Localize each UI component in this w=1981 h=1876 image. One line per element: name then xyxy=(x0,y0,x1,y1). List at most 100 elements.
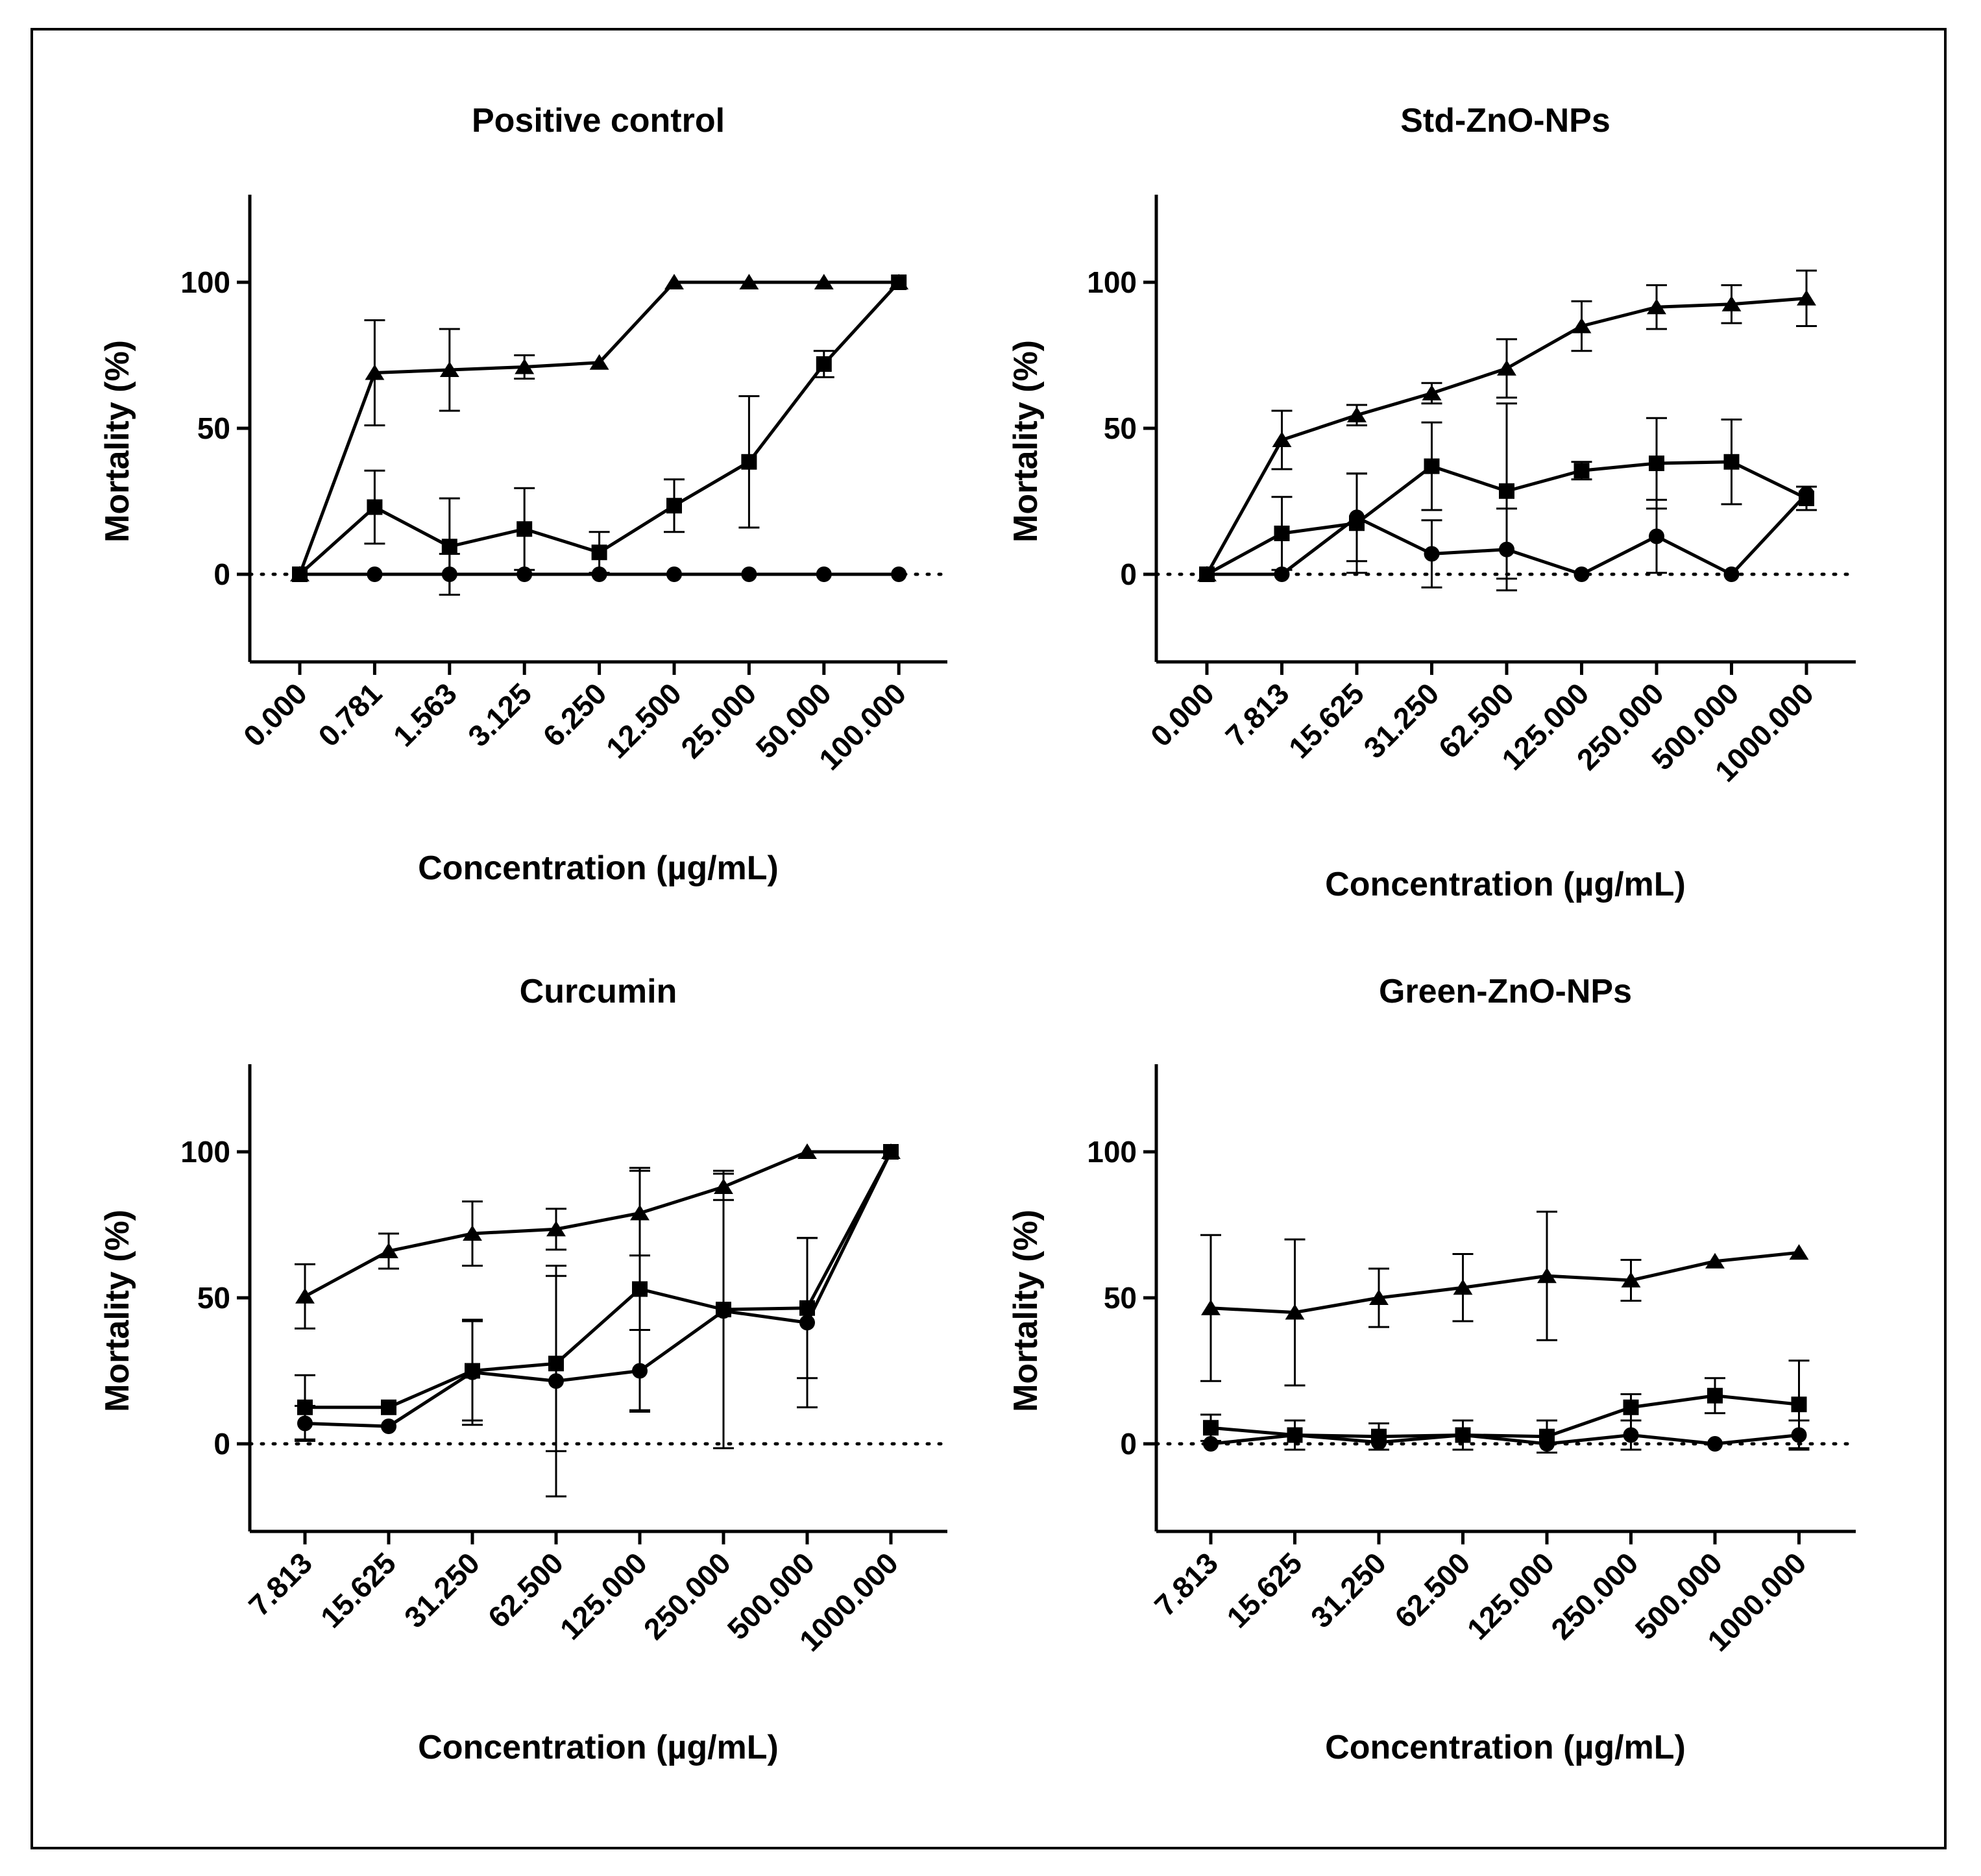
data-point-triangle xyxy=(463,1225,482,1241)
x-tick-label: 0.000 xyxy=(237,676,313,753)
chart-panel-3: Curcumin0501007.81315.62531.25062.500125… xyxy=(99,973,949,1766)
data-point-circle xyxy=(381,1419,396,1434)
y-tick-label: 100 xyxy=(1087,1135,1137,1169)
data-point-triangle xyxy=(1285,1304,1305,1320)
data-point-triangle xyxy=(1537,1267,1557,1284)
data-point-triangle xyxy=(379,1243,398,1259)
data-point-square xyxy=(632,1281,648,1297)
data-point-circle xyxy=(1455,1427,1471,1443)
y-tick-label: 0 xyxy=(213,1427,230,1461)
data-point-square xyxy=(1707,1387,1723,1404)
data-point-triangle xyxy=(1705,1252,1725,1269)
data-point-square xyxy=(891,274,907,290)
y-tick-label: 100 xyxy=(180,1135,230,1169)
series-circle xyxy=(1203,1419,1810,1452)
chart-panel-4: Green-ZnO-NPs0501007.81315.62531.25062.5… xyxy=(1007,973,1858,1766)
x-tick-label: 3.125 xyxy=(461,676,538,753)
y-tick-label: 100 xyxy=(1087,265,1137,299)
x-tick-label: 31.250 xyxy=(398,1546,486,1634)
data-point-square xyxy=(1649,456,1664,471)
data-point-circle xyxy=(292,566,308,582)
x-tick-label: 7.813 xyxy=(1148,1546,1224,1622)
series-triangle xyxy=(1197,269,1817,582)
data-point-triangle xyxy=(1497,359,1516,376)
x-tick-label: 7.813 xyxy=(242,1546,319,1622)
data-point-square xyxy=(1791,1396,1807,1413)
y-tick-label: 50 xyxy=(1104,1281,1137,1315)
data-point-triangle xyxy=(1347,406,1367,422)
data-point-square xyxy=(741,454,757,470)
data-point-circle xyxy=(883,1144,899,1160)
data-point-square xyxy=(666,498,682,514)
x-axis-label: Concentration (µg/mL) xyxy=(418,849,779,887)
series-line xyxy=(298,281,901,576)
y-tick-label: 50 xyxy=(197,411,230,445)
data-point-circle xyxy=(891,566,907,582)
data-point-square xyxy=(816,356,832,372)
x-axis-label: Concentration (µg/mL) xyxy=(1325,866,1686,903)
data-point-triangle xyxy=(1647,298,1666,315)
chart-title: Green-ZnO-NPs xyxy=(1379,973,1632,1010)
chart-title: Curcumin xyxy=(520,973,677,1010)
y-tick-label: 0 xyxy=(213,557,230,591)
series-circle xyxy=(1199,472,1814,592)
x-tick-label: 125.000 xyxy=(1461,1546,1561,1646)
y-axis-label: Mortality (%) xyxy=(99,340,136,542)
data-point-triangle xyxy=(515,358,535,374)
data-point-circle xyxy=(799,1315,815,1331)
y-tick-label: 0 xyxy=(1120,1427,1137,1461)
x-tick-label: 0.781 xyxy=(311,676,388,753)
y-axis-label: Mortality (%) xyxy=(1007,1210,1045,1412)
data-point-square xyxy=(1203,1420,1219,1436)
data-point-triangle xyxy=(1422,385,1442,401)
data-point-triangle xyxy=(365,364,385,380)
x-tick-label: 31.250 xyxy=(1304,1546,1392,1634)
x-axis-label: Concentration (µg/mL) xyxy=(1325,1729,1686,1766)
x-tick-label: 0.000 xyxy=(1144,676,1221,753)
data-point-circle xyxy=(465,1364,480,1380)
data-point-triangle xyxy=(797,1143,817,1160)
y-tick-label: 50 xyxy=(1104,411,1137,445)
y-axis-label: Mortality (%) xyxy=(99,1210,136,1412)
data-point-circle xyxy=(591,566,607,582)
x-tick-label: 250.000 xyxy=(637,1546,737,1646)
data-point-circle xyxy=(1203,1436,1219,1452)
x-tick-label: 12.500 xyxy=(600,676,688,764)
data-point-triangle xyxy=(814,274,834,290)
data-point-square xyxy=(517,521,533,537)
series-square xyxy=(292,274,907,596)
data-point-square xyxy=(381,1399,396,1415)
x-tick-label: 125.000 xyxy=(553,1546,653,1646)
data-point-circle xyxy=(1707,1436,1723,1452)
data-point-circle xyxy=(367,566,383,582)
data-point-square xyxy=(441,539,457,555)
series-circle xyxy=(292,553,907,596)
data-point-triangle xyxy=(589,354,609,370)
data-point-triangle xyxy=(664,274,684,290)
data-point-square xyxy=(1574,463,1590,479)
x-tick-label: 25.000 xyxy=(674,676,762,764)
data-point-square xyxy=(591,544,607,561)
data-point-square xyxy=(1623,1399,1639,1415)
series-line xyxy=(304,1150,891,1298)
chart-panel-1: Positive control 0 50 100 0.0000.7811.5633.1… xyxy=(99,102,949,887)
data-point-triangle xyxy=(546,1221,566,1237)
data-point-circle xyxy=(1499,541,1514,557)
data-point-circle xyxy=(1539,1436,1555,1452)
data-point-circle xyxy=(441,566,457,582)
series-triangle xyxy=(1200,1210,1809,1387)
data-point-square xyxy=(1499,483,1514,499)
x-axis-label: Concentration (µg/mL) xyxy=(418,1729,779,1766)
data-point-triangle xyxy=(1272,432,1292,448)
data-point-circle xyxy=(1723,566,1740,582)
y-tick-label: 100 xyxy=(180,265,230,299)
data-point-circle xyxy=(297,1415,313,1431)
data-point-square xyxy=(1274,526,1290,541)
series-line xyxy=(1210,1433,1799,1446)
data-point-triangle xyxy=(739,274,759,290)
x-tick-label: 15.625 xyxy=(314,1546,402,1634)
x-tick-label: 15.625 xyxy=(1220,1546,1308,1634)
chart-title: Positive control xyxy=(472,102,725,140)
chart-title: Std-ZnO-NPs xyxy=(1400,102,1610,140)
